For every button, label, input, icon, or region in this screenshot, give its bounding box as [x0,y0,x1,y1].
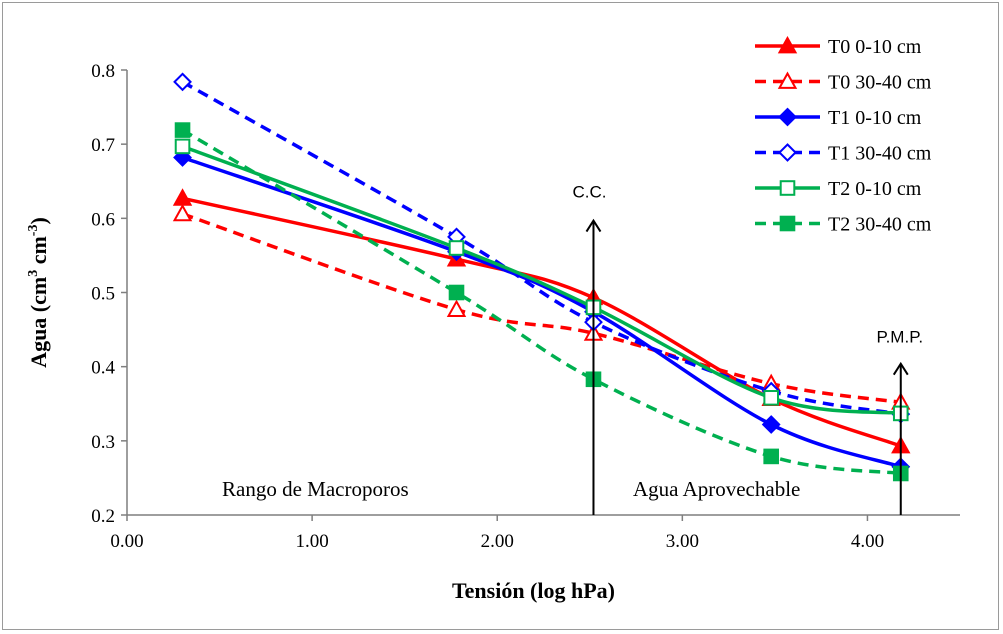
series-line [181,212,902,405]
x-tick-label: 4.00 [851,531,884,552]
series-line [181,144,902,416]
y-axis-title-sup2: -3 [26,225,41,237]
y-axis-title-mid: cm [26,236,51,270]
legend-label: T0 0-10 cm [828,36,922,58]
macropore-range-label: Rango de Macroporos [222,477,409,501]
y-axis-title-end: ) [26,217,51,224]
pmp-label: P.M.P. [876,328,923,347]
pmp-arrow-head [892,361,909,376]
cc-label: C.C. [572,183,606,202]
x-tick-label: 0.00 [110,531,143,552]
series-layer [172,72,911,482]
series-line [182,196,902,448]
data-point [446,299,467,317]
legend-item: T2 30-40 cm [755,214,932,236]
legend: T0 0-10 cm T0 30-40 cm T1 0-10 cm T1 30-40 … [755,35,932,236]
y-axis-title-sup1: 3 [26,270,41,277]
legend-swatch-marker [778,107,797,127]
legend-label: T2 30-40 cm [828,214,932,236]
data-point [448,284,465,301]
legend-item: T1 30-40 cm [755,143,932,165]
y-tick-label: 0.5 [91,284,115,305]
series-t1-0-10-cm [173,148,911,477]
y-axis-title-main: Agua (cm [26,277,51,368]
available-water-label: Agua Aprovechable [633,477,800,501]
legend-swatch-marker [779,215,796,232]
tick-marks: 0.2 0.3 0.4 0.5 0.6 0.7 0.8 0.00 1.00 2.00 3.00 4.0… [91,61,884,552]
legend-item: T0 30-40 cm [755,71,932,94]
data-point [763,448,779,465]
data-point [448,240,465,256]
y-tick-label: 0.7 [91,135,115,156]
legend-label: T1 30-40 cm [828,143,932,165]
legend-label: T1 0-10 cm [828,107,922,129]
series-t2-30-40-cm [174,122,909,482]
data-point [763,390,779,406]
y-tick-label: 0.3 [91,432,115,453]
y-tick-label: 0.8 [91,61,115,82]
data-point [761,415,781,434]
data-point [172,188,193,206]
legend-swatch-marker [778,143,797,162]
series-t0-0-10-cm [172,188,911,454]
legend-swatch-marker [779,180,796,196]
y-tick-label: 0.2 [91,506,115,527]
legend-swatch-marker [777,35,798,54]
series-line [181,155,902,469]
series-t0-30-40-cm [172,203,911,410]
x-tick-label: 3.00 [666,531,699,552]
annotations: C.C. P.M.P. Rango de Macroporos Agua Aprove… [222,183,923,515]
legend-label: T0 30-40 cm [828,72,932,94]
series-t1-30-40-cm [173,72,911,424]
data-point [174,122,191,138]
legend-item: T2 0-10 cm [755,178,922,200]
y-axis-title: Agua (cm3 cm-3) [26,217,51,368]
y-tick-label: 0.4 [91,358,115,379]
data-point [174,138,191,155]
series-line [181,128,902,476]
legend-swatch-marker [777,71,798,89]
series-line [181,80,902,416]
legend-item: T0 0-10 cm [755,35,922,58]
y-tick-label: 0.6 [91,209,115,230]
data-point [173,72,192,92]
series-t2-0-10-cm [174,138,909,422]
legend-item: T1 0-10 cm [755,107,922,129]
x-tick-label: 2.00 [481,531,514,552]
x-tick-label: 1.00 [295,531,328,552]
x-axis-title: Tensión (log hPa) [452,578,615,603]
cc-arrow-head [585,218,602,233]
data-point [172,203,193,222]
legend-label: T2 0-10 cm [828,178,922,200]
